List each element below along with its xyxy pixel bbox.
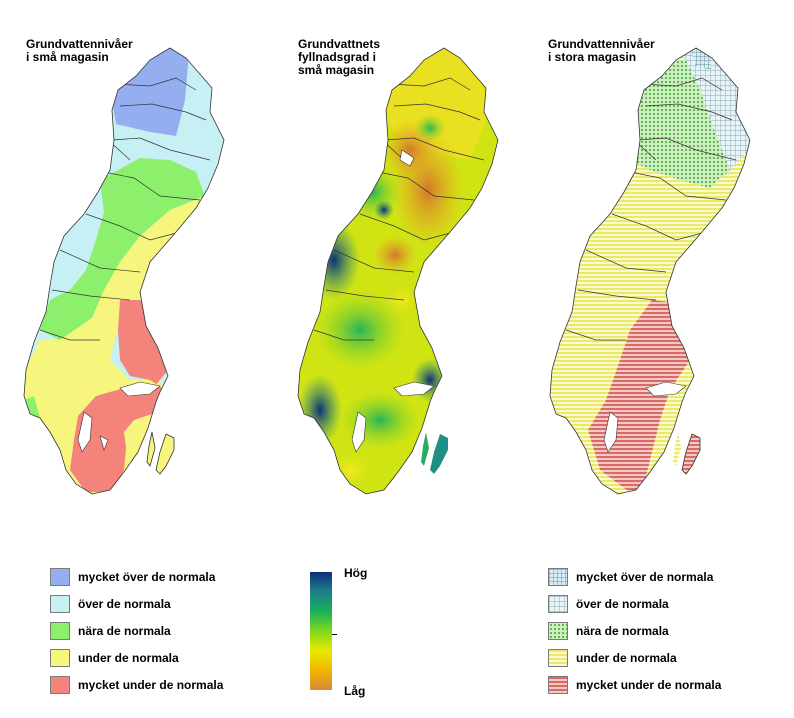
legend-label: mycket under de normala: [78, 678, 224, 692]
legend-label: nära de normala: [576, 624, 669, 638]
legend-label: mycket under de normala: [576, 678, 722, 692]
legend-label: under de normala: [78, 651, 179, 665]
legend-swatch: [548, 649, 568, 667]
legend-label: över de normala: [576, 597, 669, 611]
title-line: små magasin: [298, 63, 375, 77]
title-line: i stora magasin: [548, 50, 637, 64]
title-line: Grundvattennivåer: [26, 37, 133, 51]
ramp-mid-tick: [332, 634, 337, 635]
panel-large-levels-title: Grundvattennivåer i stora magasin: [548, 38, 655, 64]
panel-fill-degree-title: Grundvattnets fyllnadsgrad i små magasin: [298, 38, 380, 77]
title-line: Grundvattennivåer: [548, 37, 655, 51]
legend-label: nära de normala: [78, 624, 171, 638]
legend-swatch: [50, 622, 70, 640]
color-ramp: [310, 572, 332, 690]
map-fill-degree: [297, 47, 499, 495]
title-line: i små magasin: [26, 50, 109, 64]
ramp-high-label: Hög: [344, 566, 368, 580]
legend-swatch: [548, 676, 568, 694]
legend-swatch: [548, 595, 568, 613]
panel-small-levels-title: Grundvattennivåer i små magasin: [26, 38, 133, 64]
legend-swatch: [50, 676, 70, 694]
maps-canvas: [23, 47, 751, 495]
map-small-levels: [23, 47, 225, 495]
legend-swatch: [548, 568, 568, 586]
ramp-low-label: Låg: [344, 684, 366, 698]
map-large-levels: [549, 47, 751, 495]
legend-swatch: [50, 649, 70, 667]
legend-label: över de normala: [78, 597, 171, 611]
title-line: fyllnadsgrad i: [298, 50, 377, 64]
title-line: Grundvattnets: [298, 37, 381, 51]
legend-label: mycket över de normala: [576, 570, 714, 584]
legend-swatch: [50, 595, 70, 613]
legend-swatch: [50, 568, 70, 586]
legend-swatch: [548, 622, 568, 640]
legend-label: mycket över de normala: [78, 570, 216, 584]
legend-label: under de normala: [576, 651, 677, 665]
